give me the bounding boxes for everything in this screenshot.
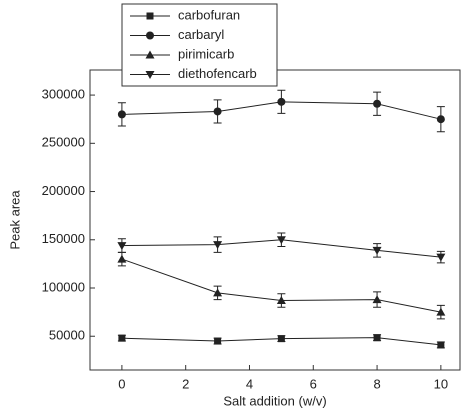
marker xyxy=(436,307,446,316)
y-axis-label: Peak area xyxy=(7,190,22,250)
marker xyxy=(117,242,127,251)
marker xyxy=(214,337,222,345)
y-tick-label: 200000 xyxy=(42,183,85,198)
legend-marker xyxy=(145,71,155,79)
marker xyxy=(436,253,446,262)
x-tick-label: 8 xyxy=(373,376,380,391)
y-tick-label: 50000 xyxy=(49,328,85,343)
marker xyxy=(277,97,286,106)
marker xyxy=(118,334,126,342)
x-tick-label: 2 xyxy=(182,376,189,391)
marker xyxy=(373,334,381,342)
legend-label: carbaryl xyxy=(178,27,224,42)
y-tick-label: 100000 xyxy=(42,279,85,294)
legend-label: pirimicarb xyxy=(178,46,234,61)
marker xyxy=(372,246,382,255)
marker xyxy=(117,254,127,263)
legend-marker xyxy=(146,31,154,40)
marker xyxy=(437,341,445,349)
y-tick-label: 150000 xyxy=(42,231,85,246)
marker xyxy=(277,335,285,343)
y-tick-label: 250000 xyxy=(42,135,85,150)
marker xyxy=(213,288,223,297)
marker xyxy=(276,236,286,245)
marker xyxy=(117,110,126,119)
marker xyxy=(373,99,382,108)
marker xyxy=(276,296,286,305)
x-tick-label: 10 xyxy=(434,376,448,391)
marker xyxy=(372,295,382,304)
marker xyxy=(436,115,445,124)
legend-label: carbofuran xyxy=(178,7,240,22)
x-axis-label: Salt addition (w/v) xyxy=(223,393,326,408)
x-tick-label: 4 xyxy=(246,376,253,391)
x-tick-label: 0 xyxy=(118,376,125,391)
legend-label: diethofencarb xyxy=(178,66,257,81)
marker xyxy=(213,241,223,250)
marker xyxy=(213,107,222,116)
y-tick-label: 300000 xyxy=(42,87,85,102)
legend-marker xyxy=(145,50,155,59)
plot-frame xyxy=(89,69,461,371)
x-tick-label: 6 xyxy=(310,376,317,391)
legend-marker xyxy=(146,12,154,20)
